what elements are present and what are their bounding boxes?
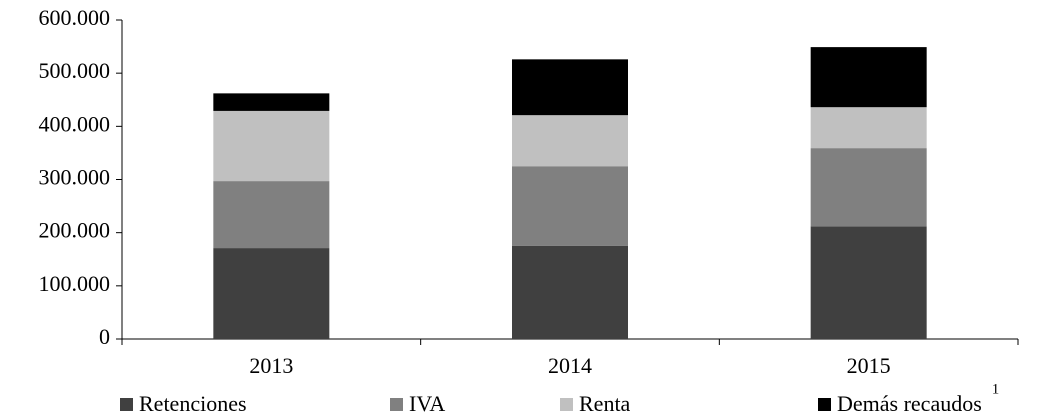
y-tick-label: 400.000 xyxy=(39,111,111,136)
y-tick-label: 0 xyxy=(99,324,110,349)
bar-segment xyxy=(213,181,330,249)
legend-label: IVA xyxy=(409,391,445,416)
bar-segment xyxy=(512,59,628,116)
bar-segment xyxy=(810,47,927,108)
legend-swatch xyxy=(560,398,573,411)
bar-segment xyxy=(213,93,330,111)
bar-segment xyxy=(213,248,330,339)
y-tick-label: 200.000 xyxy=(39,218,111,243)
y-tick-label: 100.000 xyxy=(39,271,111,296)
legend-swatch xyxy=(390,398,403,411)
legend-swatch xyxy=(818,398,831,411)
x-tick-label: 2013 xyxy=(249,353,293,378)
bar-segment xyxy=(810,107,927,149)
x-tick-label: 2014 xyxy=(548,353,592,378)
legend-footnote-mark: 1 xyxy=(992,381,1000,397)
bar-segment xyxy=(512,245,628,339)
x-tick-label: 2015 xyxy=(847,353,891,378)
legend-label: Renta xyxy=(579,391,631,416)
bar-segment xyxy=(213,110,330,182)
legend-label: Retenciones xyxy=(139,391,247,416)
bar-segment xyxy=(512,115,628,167)
legend-label: Demás recaudos xyxy=(837,391,982,416)
y-tick-label: 300.000 xyxy=(39,165,111,190)
bar-segment xyxy=(810,148,927,227)
bar-segment xyxy=(810,226,927,339)
bar-segment xyxy=(512,166,628,246)
y-tick-label: 500.000 xyxy=(39,58,111,83)
legend-swatch xyxy=(120,398,133,411)
y-tick-label: 600.000 xyxy=(39,5,111,30)
